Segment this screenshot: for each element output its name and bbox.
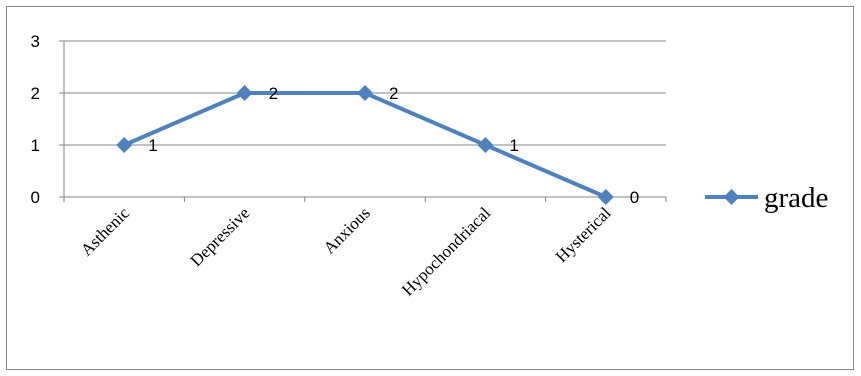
legend-marker	[723, 189, 740, 205]
y-tick-label: 1	[31, 136, 40, 155]
x-tick-label: Hysterical	[552, 203, 615, 266]
legend-label: grade	[764, 182, 828, 214]
y-tick-label: 2	[31, 84, 40, 103]
series-grade	[116, 85, 614, 205]
data-point-marker	[357, 85, 373, 101]
y-tick-label: 0	[31, 188, 40, 207]
data-label: 1	[509, 136, 518, 155]
data-label: 2	[269, 84, 278, 103]
data-point-marker	[116, 137, 133, 153]
legend: grade	[705, 182, 828, 214]
chart-area	[6, 6, 854, 370]
x-axis-ticks: Asthenic Depressive Anxious Hypochondriacal…	[77, 203, 615, 300]
data-label: 1	[148, 136, 157, 155]
data-point-marker	[477, 137, 494, 153]
x-tick-label: Depressive	[187, 203, 254, 270]
x-tick-label: Anxious	[320, 203, 374, 257]
data-labels: 1 2 2 1 0	[148, 84, 639, 207]
data-label: 0	[630, 188, 639, 207]
gridlines	[59, 40, 667, 202]
y-tick-label: 3	[31, 32, 40, 51]
data-point-marker	[597, 189, 614, 205]
y-axis-ticks: 0 1 2 3	[31, 32, 40, 207]
x-tick-label: Asthenic	[77, 203, 133, 259]
data-label: 2	[389, 84, 398, 103]
data-point-marker	[236, 85, 253, 101]
x-tick-label: Hypochondriacal	[398, 203, 494, 299]
